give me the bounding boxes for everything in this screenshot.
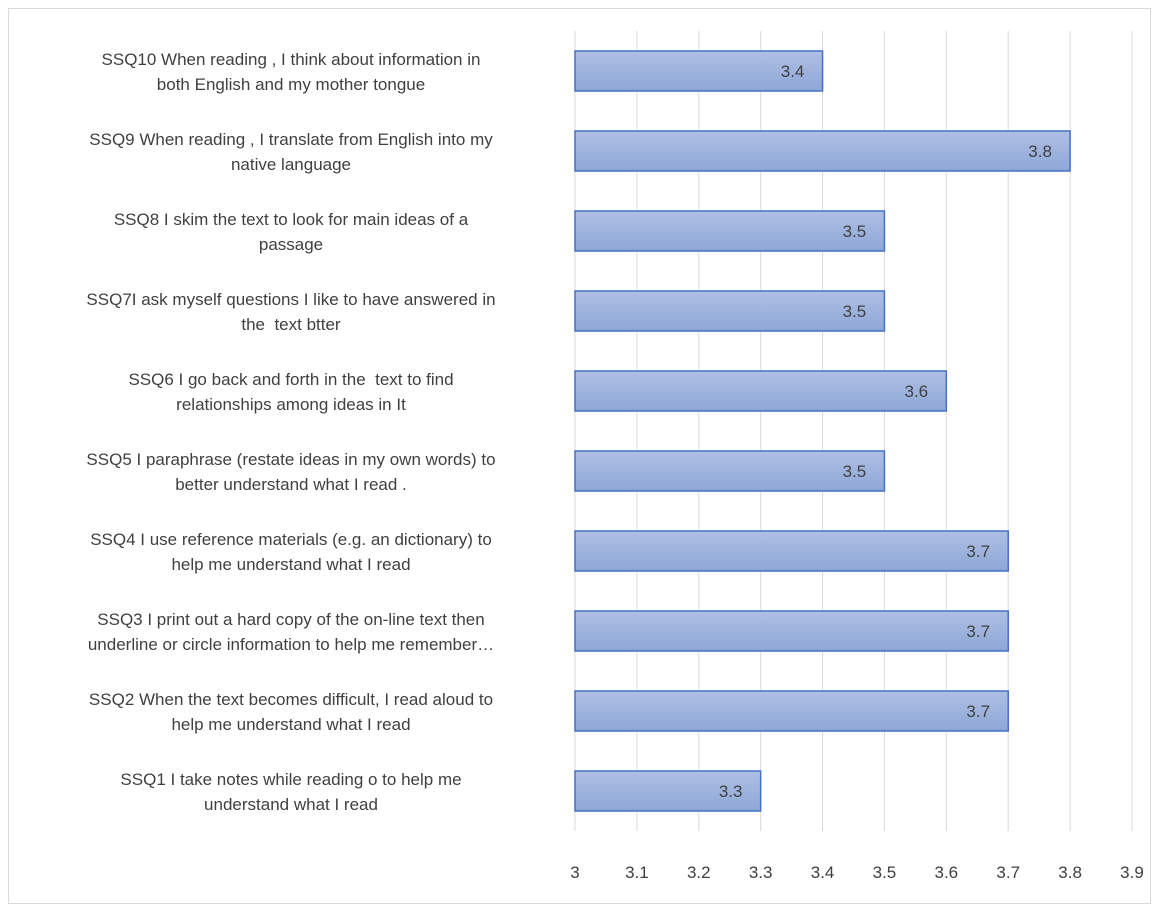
bars: 3.4 3.8 3.5 3.5 3.6 3.5 3.7 3.7 3.7 3.3: [574, 50, 1071, 812]
data-label: 3.7: [966, 702, 990, 721]
x-tick-label: 3.6: [935, 863, 959, 882]
bar-chart: 3.4 3.8 3.5 3.5 3.6 3.5 3.7 3.7 3.7 3.3 SSQ10 Whe…: [86, 31, 1144, 882]
x-tick-label: 3.5: [873, 863, 897, 882]
x-tick-label: 3.8: [1058, 863, 1082, 882]
category-label: SSQ10 When reading , I think about infor…: [102, 50, 481, 94]
data-label: 3.7: [966, 622, 990, 641]
category-label: SSQ3 I print out a hard copy of the on-l…: [88, 610, 494, 654]
category-label-line: SSQ6 I go back and forth in the text to …: [128, 370, 453, 389]
bar: [574, 530, 1009, 572]
category-label-line: better understand what I read .: [175, 475, 407, 494]
bar: [574, 130, 1071, 172]
x-tick-label: 3.2: [687, 863, 711, 882]
category-label-line: SSQ9 When reading , I translate from Eng…: [89, 130, 493, 149]
category-label-line: SSQ1 I take notes while reading o to hel…: [120, 770, 461, 789]
data-label: 3.5: [843, 462, 867, 481]
data-label: 3.5: [843, 302, 867, 321]
category-label: SSQ7I ask myself questions I like to hav…: [86, 290, 495, 334]
data-label: 3.6: [905, 382, 929, 401]
data-label: 3.5: [843, 222, 867, 241]
category-label: SSQ2 When the text becomes difficult, I …: [89, 690, 493, 734]
bar: [574, 450, 886, 492]
bar: [574, 690, 1009, 732]
category-label-line: SSQ8 I skim the text to look for main id…: [114, 210, 469, 229]
category-label-line: help me understand what I read: [171, 555, 410, 574]
category-label-line: SSQ3 I print out a hard copy of the on-l…: [97, 610, 484, 629]
category-label: SSQ5 I paraphrase (restate ideas in my o…: [86, 450, 495, 494]
category-label: SSQ4 I use reference materials (e.g. an …: [90, 530, 492, 574]
x-tick-label: 3.4: [811, 863, 835, 882]
x-tick-label: 3.1: [625, 863, 649, 882]
category-label: SSQ8 I skim the text to look for main id…: [114, 210, 469, 254]
chart-frame: 3.4 3.8 3.5 3.5 3.6 3.5 3.7 3.7 3.7 3.3 SSQ10 Whe…: [8, 8, 1151, 904]
category-label-line: SSQ5 I paraphrase (restate ideas in my o…: [86, 450, 495, 469]
category-label: SSQ9 When reading , I translate from Eng…: [89, 130, 493, 174]
x-tick-label: 3.7: [996, 863, 1020, 882]
x-tick-label: 3.3: [749, 863, 773, 882]
bar: [574, 610, 1009, 652]
category-label-line: relationships among ideas in It: [176, 395, 406, 414]
data-label: 3.8: [1028, 142, 1052, 161]
category-label-line: help me understand what I read: [171, 715, 410, 734]
category-label-line: SSQ10 When reading , I think about infor…: [102, 50, 481, 69]
category-label: SSQ1 I take notes while reading o to hel…: [120, 770, 461, 814]
x-tick-label: 3.9: [1120, 863, 1144, 882]
x-axis-ticks: 3 3.1 3.2 3.3 3.4 3.5 3.6 3.7 3.8 3.9: [570, 863, 1144, 882]
category-label-line: SSQ7I ask myself questions I like to hav…: [86, 290, 495, 309]
data-label: 3.7: [966, 542, 990, 561]
category-label-line: SSQ4 I use reference materials (e.g. an …: [90, 530, 492, 549]
x-tick-label: 3: [570, 863, 579, 882]
bar: [574, 50, 824, 92]
category-label: SSQ6 I go back and forth in the text to …: [128, 370, 453, 414]
bar: [574, 290, 886, 332]
data-label: 3.4: [781, 62, 805, 81]
category-label-line: the text btter: [241, 315, 341, 334]
category-label-line: understand what I read: [204, 795, 378, 814]
bar: [574, 370, 948, 412]
category-labels: SSQ10 When reading , I think about infor…: [86, 50, 495, 814]
category-label-line: underline or circle information to help …: [88, 635, 494, 654]
category-label-line: native language: [231, 155, 351, 174]
category-label-line: SSQ2 When the text becomes difficult, I …: [89, 690, 493, 709]
bar: [574, 770, 762, 812]
data-label: 3.3: [719, 782, 743, 801]
category-label-line: both English and my mother tongue: [157, 75, 425, 94]
category-label-line: passage: [259, 235, 323, 254]
bar: [574, 210, 886, 252]
